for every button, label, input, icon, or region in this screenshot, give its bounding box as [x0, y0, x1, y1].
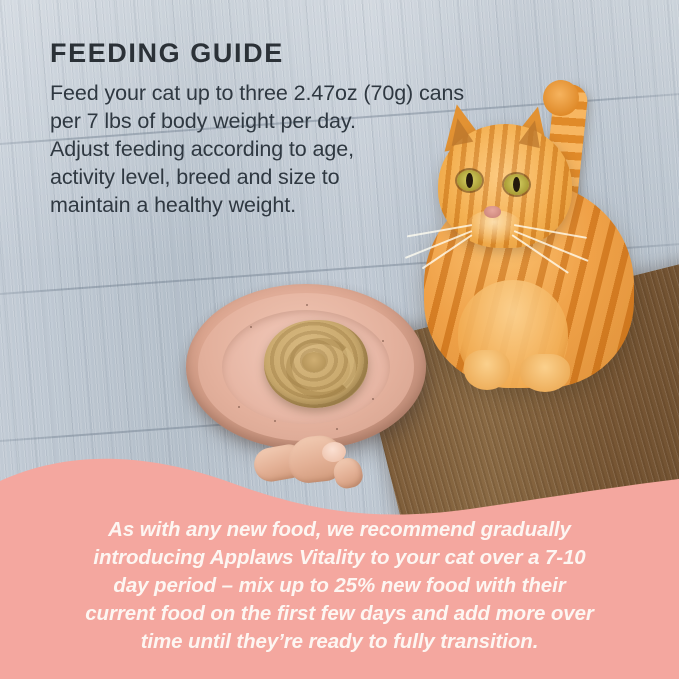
plate-with-food — [186, 280, 434, 491]
plate-speck — [250, 326, 252, 328]
feeding-line: maintain a healthy weight. — [50, 193, 296, 217]
cat-nose — [484, 206, 501, 218]
banner-line: As with any new food, we recommend gradu… — [108, 518, 571, 541]
plate-speck — [372, 398, 374, 400]
banner-line: day period – mix up to 25% new food with… — [113, 574, 566, 597]
feeding-line: Feed your cat up to three 2.47oz (70g) c… — [50, 81, 465, 105]
cat-pupil-left — [466, 173, 473, 188]
feeding-line: per 7 lbs of body weight per day. — [50, 109, 356, 133]
feeding-line: activity level, breed and size to — [50, 165, 340, 189]
plate-speck — [382, 340, 384, 342]
food-swirl-center — [302, 352, 326, 372]
plate-speck — [336, 428, 338, 430]
banner-line: introducing Applaws Vitality to your cat… — [93, 546, 586, 569]
pink-wave-banner — [0, 439, 679, 679]
banner-line: current food on the first few days and a… — [85, 602, 594, 625]
cat-front-paw-left — [464, 350, 510, 390]
orange-tabby-cat — [404, 78, 679, 392]
page-title: FEEDING GUIDE — [50, 38, 284, 68]
plate-speck — [274, 420, 276, 422]
plate-speck — [238, 406, 240, 408]
cat-pupil-right — [513, 177, 520, 192]
feeding-line: Adjust feeding according to age, — [50, 137, 354, 161]
plate-speck — [306, 304, 308, 306]
banner-line: time until they’re ready to fully transi… — [140, 630, 539, 653]
cat-front-paw-right — [520, 354, 570, 392]
transition-banner-text: As with any new food, we recommend gradu… — [0, 516, 679, 656]
food-swirl — [286, 338, 356, 398]
feeding-guide-copy: FEEDING GUIDE Feed your cat up to three … — [50, 38, 550, 219]
feeding-instructions: Feed your cat up to three 2.47oz (70g) c… — [50, 79, 550, 219]
